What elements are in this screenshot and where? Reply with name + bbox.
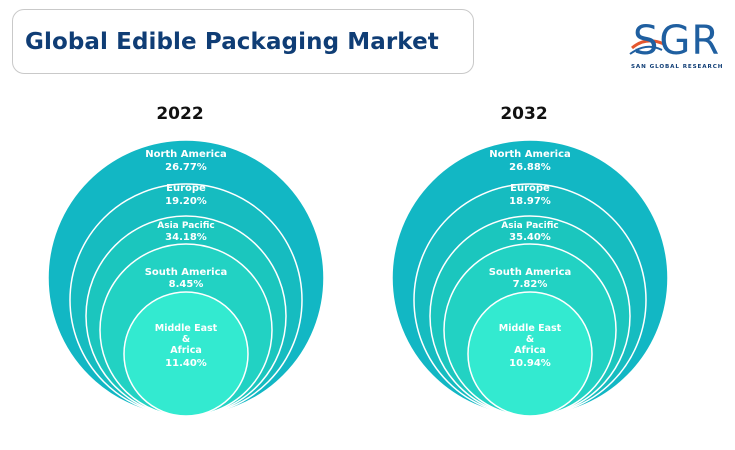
region-name-0-0: North America [145, 149, 227, 160]
sgr-logo: SGR SAN GLOBAL RESEARCH [628, 18, 724, 76]
region-name-1-1: Europe [510, 183, 550, 194]
region-name-0-1: Europe [166, 183, 206, 194]
region-value-0-1: 19.20% [165, 196, 207, 207]
region-value-1-2: 35.40% [509, 232, 551, 243]
region-name-0-3: South America [145, 267, 228, 278]
logo-letters: SGR [633, 18, 721, 64]
region-value-1-4: 10.94% [509, 358, 551, 369]
region-value-0-4: 11.40% [165, 358, 207, 369]
region-value-0-0: 26.77% [165, 162, 207, 173]
region-name-1-4: Middle East & Africa [499, 323, 562, 356]
region-circle-1-4 [467, 291, 593, 417]
region-circle-0-4 [123, 291, 249, 417]
region-name-0-4: Middle East & Africa [155, 323, 218, 356]
year-label-left: 2022 [156, 104, 204, 124]
region-name-0-2: Asia Pacific [157, 221, 214, 231]
region-name-1-0: North America [489, 149, 571, 160]
region-value-1-0: 26.88% [509, 162, 551, 173]
region-value-0-2: 34.18% [165, 232, 207, 243]
region-value-0-3: 8.45% [169, 279, 204, 290]
region-value-1-1: 18.97% [509, 196, 551, 207]
logo-swoosh-icon [629, 39, 665, 55]
year-label-right: 2032 [500, 104, 548, 124]
region-name-1-2: Asia Pacific [501, 221, 558, 231]
region-value-1-3: 7.82% [513, 279, 548, 290]
page-title: Global Edible Packaging Market [25, 28, 439, 55]
logo-subtitle: SAN GLOBAL RESEARCH [631, 64, 724, 70]
region-name-1-3: South America [489, 267, 572, 278]
title-box: Global Edible Packaging Market [12, 9, 474, 74]
